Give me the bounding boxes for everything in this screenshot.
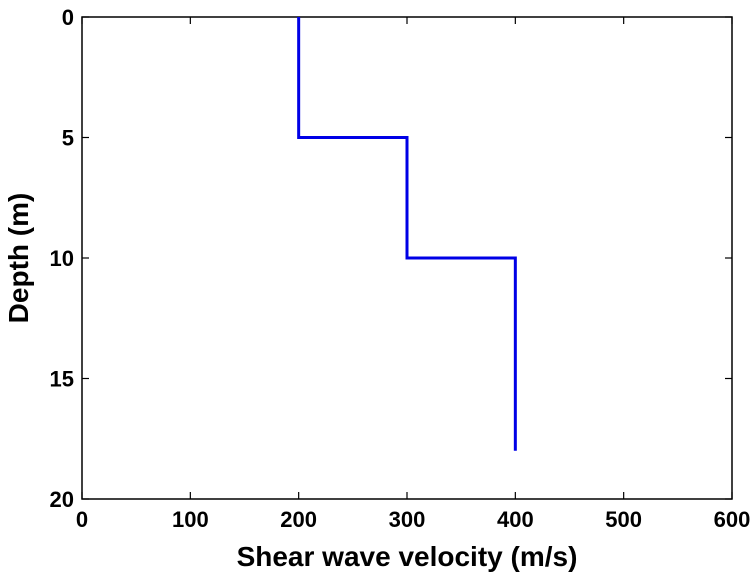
y-tick-label: 10	[50, 246, 74, 271]
y-tick-label: 15	[50, 367, 74, 392]
y-tick-labels: 0 5 10 15 20	[50, 5, 74, 512]
x-tick-label: 600	[714, 507, 751, 532]
x-tick-label: 300	[389, 507, 426, 532]
x-tick-label: 400	[497, 507, 534, 532]
x-tick-label: 500	[605, 507, 642, 532]
x-tick-label: 100	[172, 507, 209, 532]
y-axis-title: Depth (m)	[3, 193, 34, 324]
y-tick-label: 20	[50, 487, 74, 512]
series-line-velocity-profile	[297, 17, 517, 451]
series-group	[297, 16, 517, 451]
y-tick-label: 0	[62, 5, 74, 30]
y-tick-label: 5	[62, 126, 74, 151]
x-tick-labels: 0 100 200 300 400 500 600	[76, 507, 750, 532]
x-axis-title: Shear wave velocity (m/s)	[237, 541, 578, 572]
x-tick-label: 200	[280, 507, 317, 532]
x-tick-label: 0	[76, 507, 88, 532]
